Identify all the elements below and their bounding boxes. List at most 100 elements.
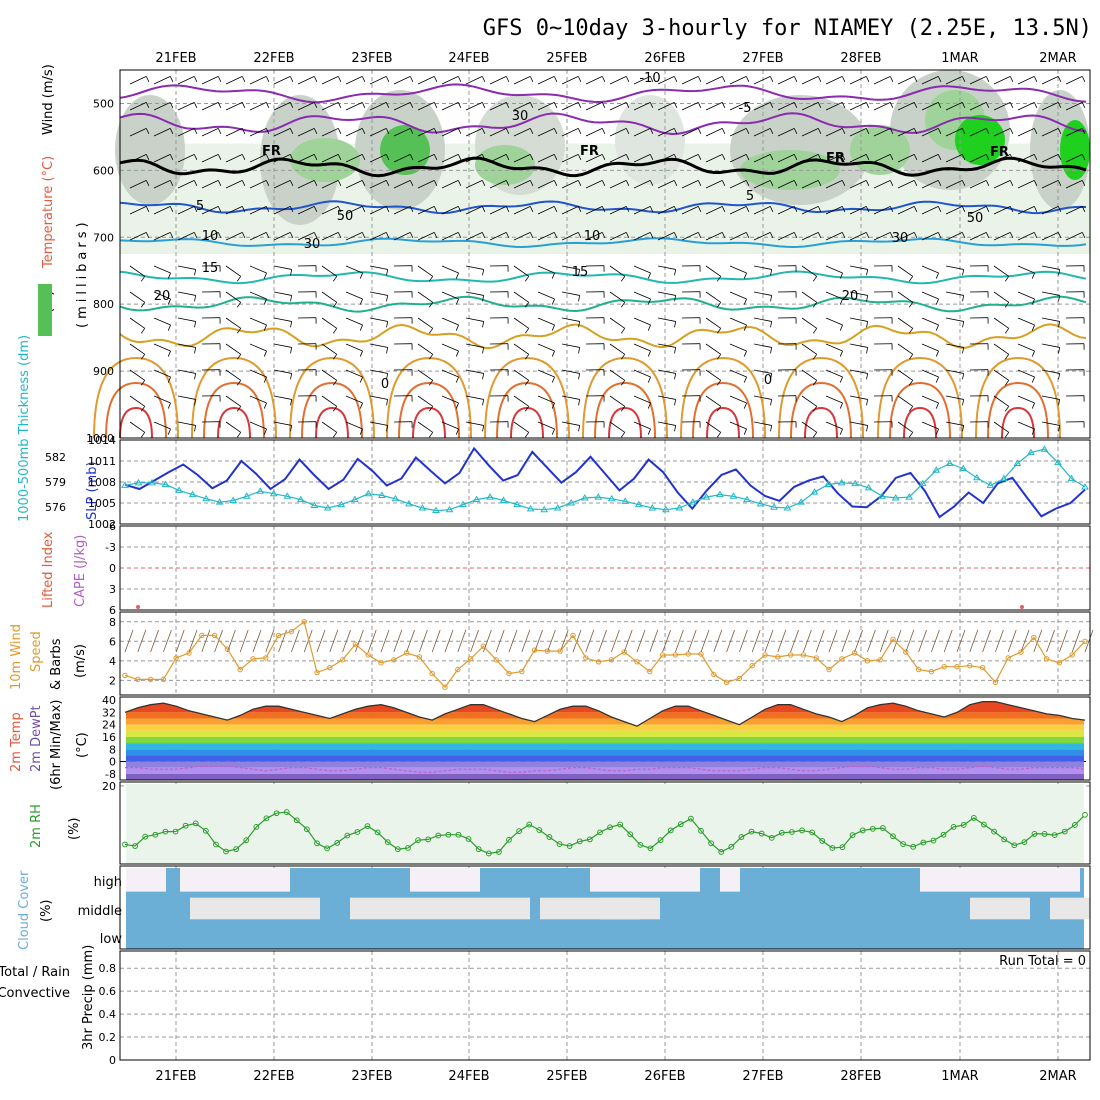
wind-barb-flag — [386, 373, 389, 380]
wind-barb — [609, 421, 625, 433]
wind-barb — [993, 128, 1011, 137]
wind-barb — [945, 291, 964, 296]
wind-barb — [273, 232, 291, 241]
wind-barb — [633, 291, 651, 300]
wind-barb-flag — [193, 128, 198, 134]
wind-barb — [345, 421, 363, 430]
wind-barb-flag — [265, 102, 270, 108]
wind-barb — [177, 291, 196, 296]
wind-barb-flag — [961, 232, 966, 238]
wind-barb — [993, 102, 1011, 111]
temp2m-ylabel2: 2m DewPt — [29, 705, 44, 772]
wind-barb — [393, 128, 411, 137]
li-ylabel: Lifted Index — [41, 531, 56, 608]
wind-barb — [153, 128, 171, 137]
thickness-point — [486, 493, 494, 500]
wind-barb-flag — [697, 128, 702, 134]
wind-barb-flag — [140, 328, 146, 334]
temp-color-band — [126, 718, 1084, 725]
wind-speed-point — [890, 636, 896, 643]
wind-barb — [825, 265, 843, 274]
wind-speed-point — [851, 650, 858, 656]
wind-barb-flag — [263, 428, 267, 435]
wind-barb-flag — [745, 154, 750, 160]
freezing-label: FR — [826, 151, 845, 166]
warm-contour — [778, 356, 864, 439]
wind-barb — [345, 180, 363, 189]
wind-barb-flag — [962, 321, 965, 328]
wind-barb — [393, 180, 411, 189]
wind-barb — [873, 102, 891, 111]
wind-barb — [1017, 232, 1035, 241]
wind-barb — [897, 206, 915, 215]
wind-barb-flag — [769, 76, 774, 82]
wind-barb-flag — [647, 402, 651, 409]
wind-barb — [393, 206, 411, 215]
wind-barb — [273, 291, 292, 296]
wind-barb — [561, 76, 579, 85]
wind-barb-flag — [167, 376, 171, 383]
wind-barb-flag — [913, 232, 918, 238]
warm-contour — [289, 356, 375, 439]
wind-barb-flag — [553, 206, 558, 212]
wind-speed-point — [736, 675, 743, 682]
wind-barb-flag — [1057, 232, 1062, 238]
wind-barb-flag — [673, 102, 678, 108]
contour-label: 50 — [967, 211, 984, 226]
wind-barb-flag — [529, 180, 534, 186]
contour-label: 0 — [764, 373, 772, 388]
wind-barb-flag — [145, 206, 150, 212]
wind-barb — [777, 76, 795, 85]
wind-barb — [321, 291, 337, 303]
wind-barb-flag — [553, 180, 558, 186]
wind-barb-flag — [601, 102, 606, 108]
wind-barb-flag — [505, 206, 510, 212]
wind-barb-flag — [649, 102, 654, 108]
wind-barb — [561, 369, 580, 374]
contour-label: 0 — [381, 377, 389, 392]
wind-barb-flag — [674, 347, 677, 354]
precip-ylabel3: 3hr Precip (mm) — [81, 945, 96, 1050]
upper-ytick: 700 — [93, 231, 114, 244]
wind-barb — [945, 265, 964, 270]
wind-barb-flag — [889, 128, 894, 134]
wind-barb-flag — [1081, 102, 1086, 108]
wind-barb-flag — [289, 180, 294, 186]
date-label-bottom: 23FEB — [351, 1069, 392, 1084]
wind-barb — [1041, 154, 1059, 163]
wind-barb-flag — [236, 302, 242, 308]
wind-barb-flag — [673, 128, 678, 134]
wind-barb-flag — [769, 180, 774, 186]
wind-barb-flag — [841, 232, 846, 238]
cloud-high-clear — [720, 868, 740, 892]
wind-barb — [537, 232, 555, 241]
wind-barb-flag — [839, 298, 843, 305]
wind-barb-flag — [140, 276, 146, 282]
wind-barb-flag — [1057, 154, 1062, 160]
wind-barb — [705, 206, 723, 215]
wind-barb-flag — [985, 76, 990, 82]
wind-barb-flag — [361, 102, 366, 108]
wind-barb — [561, 206, 579, 215]
wind-barb — [945, 180, 963, 189]
wind-barb — [609, 395, 625, 407]
wind-barb — [321, 180, 339, 189]
surface-wind-barb — [777, 629, 787, 653]
wind-barb-flag — [1009, 180, 1014, 186]
surface-wind-barb — [495, 629, 505, 653]
wind-barb — [513, 128, 531, 137]
wind-barb — [321, 395, 337, 407]
wind-barb — [729, 343, 747, 352]
wind-barb-flag — [935, 376, 939, 383]
upper-ytick: 800 — [93, 298, 114, 311]
cloud-high-clear — [920, 868, 1050, 892]
wind-barb — [321, 317, 337, 329]
wind-barb — [873, 154, 891, 163]
wind-barb-flag — [289, 206, 294, 212]
wind-barb — [729, 395, 747, 404]
wind-barb-flag — [193, 76, 198, 82]
wind-barb-flag — [428, 354, 434, 360]
wind-barb-flag — [313, 180, 318, 186]
wind-barb-flag — [649, 206, 654, 212]
wind-barb-flag — [1081, 206, 1086, 212]
